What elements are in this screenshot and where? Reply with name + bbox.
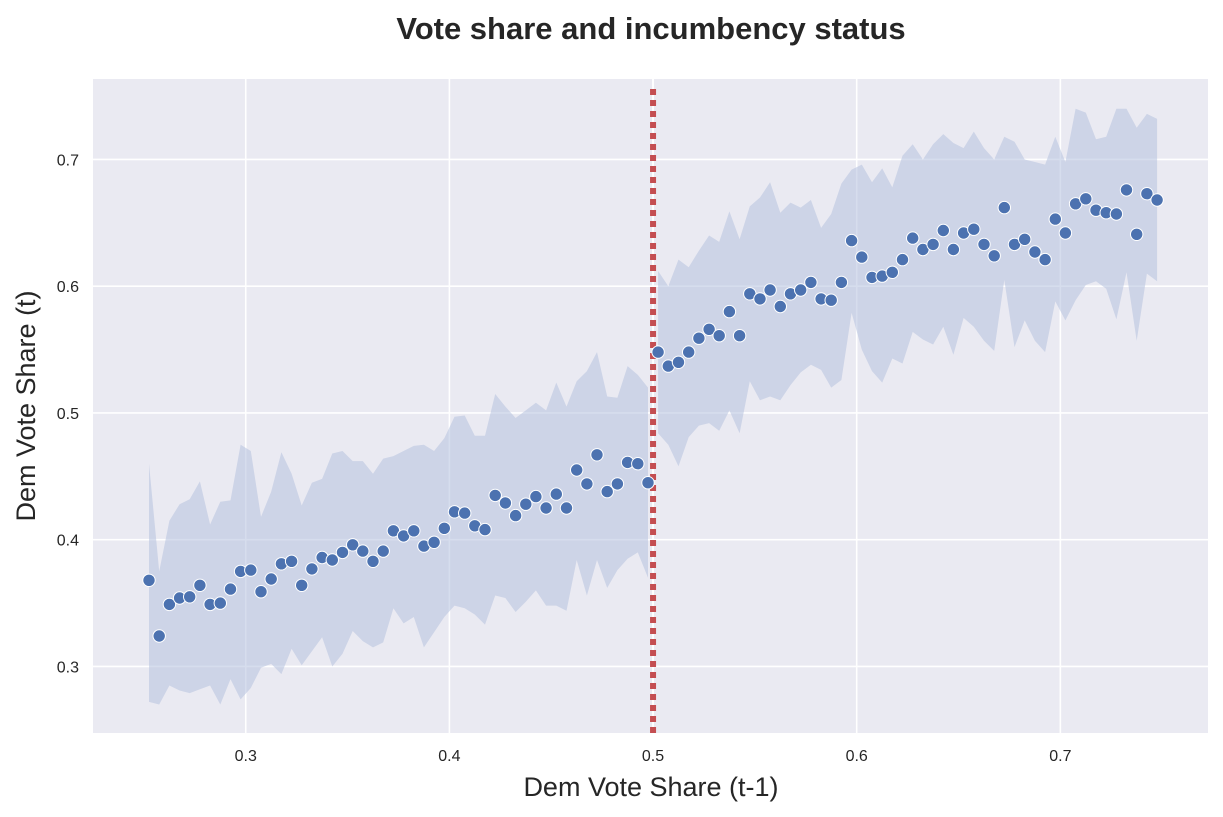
- data-point-82: [977, 237, 991, 252]
- x-tick-label-3: 0.6: [846, 748, 868, 765]
- x-tick-label-2: 0.5: [642, 748, 664, 765]
- data-point-39: [539, 501, 553, 515]
- data-point-60: [753, 292, 767, 306]
- y-tick-label-4: 0.7: [57, 152, 79, 169]
- data-point-77: [926, 237, 940, 252]
- data-point-49: [641, 476, 655, 490]
- data-point-23: [376, 544, 390, 558]
- data-point-43: [580, 477, 594, 491]
- data-point-14: [284, 554, 299, 568]
- x-tick-label-4: 0.7: [1049, 748, 1071, 765]
- data-point-64: [794, 283, 808, 297]
- data-point-10: [244, 563, 258, 577]
- data-point-68: [834, 275, 849, 290]
- y-tick-label-3: 0.6: [57, 279, 79, 296]
- data-point-92: [1079, 192, 1093, 206]
- data-point-41: [559, 501, 574, 515]
- data-point-15: [295, 578, 309, 592]
- data-point-42: [570, 463, 584, 477]
- data-point-21: [356, 544, 370, 558]
- data-point-90: [1058, 226, 1073, 240]
- data-point-46: [610, 477, 625, 491]
- data-point-57: [722, 304, 737, 319]
- data-point-45: [600, 484, 614, 499]
- data-points: [142, 183, 1164, 643]
- x-tick-labels: 0.3 0.4 0.5 0.6 0.7: [235, 748, 1072, 765]
- data-point-86: [1017, 232, 1032, 247]
- data-point-22: [366, 554, 380, 568]
- data-point-20: [346, 538, 360, 552]
- data-point-67: [824, 293, 838, 307]
- data-point-2: [162, 597, 177, 612]
- data-point-29: [437, 521, 451, 535]
- data-point-38: [529, 489, 543, 504]
- data-point-53: [682, 345, 696, 359]
- data-point-33: [478, 522, 492, 537]
- data-point-8: [223, 582, 238, 596]
- data-point-44: [590, 448, 604, 462]
- data-point-11: [254, 585, 268, 599]
- data-point-58: [732, 329, 747, 343]
- data-point-81: [967, 222, 981, 236]
- chart-title: Vote share and incumbency status: [396, 11, 905, 46]
- data-point-78: [936, 223, 950, 238]
- y-axis-label: Dem Vote Share (t): [11, 290, 41, 521]
- data-point-50: [651, 345, 665, 359]
- data-point-88: [1038, 252, 1052, 267]
- data-point-96: [1119, 183, 1134, 197]
- data-point-75: [906, 231, 920, 245]
- data-point-31: [458, 506, 472, 520]
- data-point-69: [844, 233, 859, 248]
- y-tick-label-2: 0.5: [57, 406, 79, 423]
- data-point-61: [763, 283, 777, 297]
- data-point-95: [1109, 207, 1124, 221]
- data-point-36: [508, 508, 523, 523]
- data-point-7: [213, 596, 228, 610]
- data-point-52: [671, 355, 686, 369]
- data-point-74: [895, 252, 910, 267]
- x-tick-label-1: 0.4: [438, 748, 460, 765]
- data-point-19: [335, 545, 350, 560]
- data-point-0: [142, 573, 156, 587]
- data-point-35: [498, 496, 513, 510]
- data-point-48: [631, 457, 645, 471]
- x-tick-label-0: 0.3: [235, 748, 257, 765]
- data-point-62: [773, 299, 787, 314]
- data-point-87: [1028, 245, 1042, 259]
- data-point-89: [1048, 212, 1063, 226]
- data-point-97: [1130, 227, 1144, 242]
- data-point-18: [325, 553, 339, 567]
- data-point-5: [193, 578, 207, 592]
- data-point-83: [987, 249, 1001, 263]
- y-tick-labels: 0.3 0.4 0.5 0.6 0.7: [57, 152, 79, 676]
- data-point-1: [152, 629, 166, 643]
- data-point-56: [712, 329, 726, 343]
- data-point-84: [997, 200, 1011, 215]
- data-point-55: [702, 322, 716, 336]
- y-tick-label-1: 0.4: [57, 533, 79, 550]
- data-point-98: [1140, 187, 1154, 201]
- data-point-40: [549, 487, 563, 501]
- y-tick-label-0: 0.3: [57, 659, 79, 676]
- data-point-12: [264, 572, 278, 586]
- data-point-34: [488, 488, 502, 503]
- data-point-28: [427, 535, 441, 549]
- data-point-16: [305, 562, 319, 576]
- data-point-4: [183, 590, 197, 604]
- data-point-37: [519, 497, 533, 511]
- data-point-79: [946, 242, 961, 257]
- data-point-54: [692, 331, 706, 345]
- data-point-70: [855, 250, 869, 264]
- data-point-73: [885, 265, 899, 279]
- x-axis-label: Dem Vote Share (t-1): [523, 772, 778, 802]
- data-point-26: [407, 524, 421, 538]
- data-point-65: [804, 275, 818, 290]
- data-point-99: [1150, 193, 1164, 207]
